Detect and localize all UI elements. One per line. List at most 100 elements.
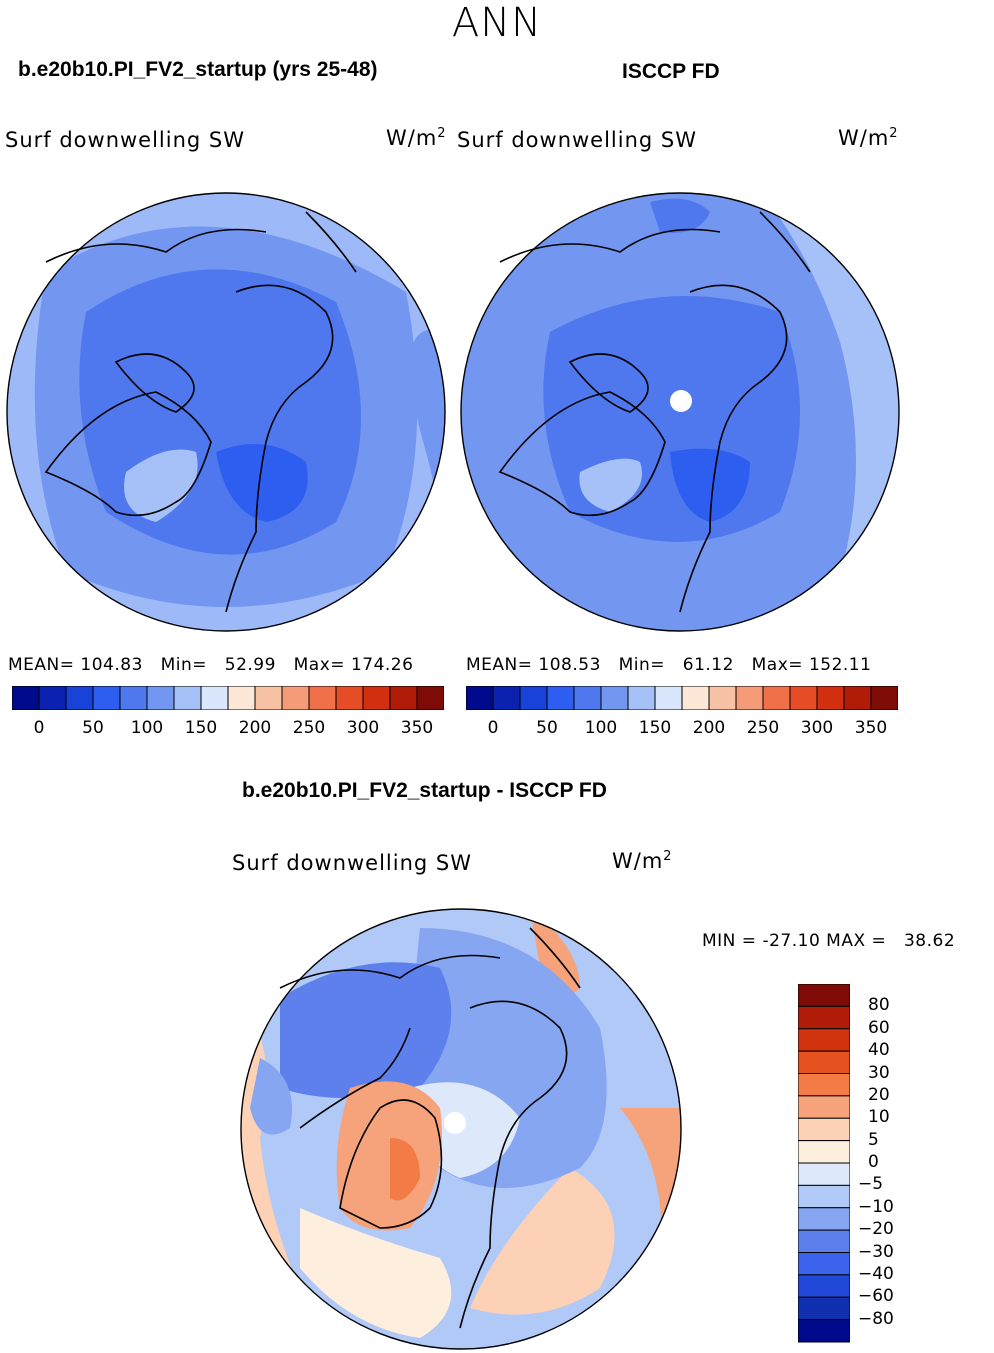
colorbar-swatch	[843, 686, 872, 710]
colorbar-tick-label: −20	[858, 1219, 894, 1240]
panel1-min: 52.99	[224, 655, 276, 675]
colorbar-swatch	[38, 686, 67, 710]
colorbar-swatch	[798, 1073, 850, 1097]
colorbar-tick-label: 0	[868, 1152, 879, 1172]
colorbar-swatch	[92, 686, 121, 710]
colorbar-model-ticks: 0 50 100 150 200 250 300 350	[12, 718, 444, 740]
panel1-mean-label: MEAN=	[8, 655, 75, 675]
colorbar-swatch	[600, 686, 629, 710]
panel2-max-label: Max=	[751, 655, 804, 675]
colorbar-swatch	[65, 686, 94, 710]
panel2-stats: MEAN= 108.53 Min= 61.12 Max= 152.11	[466, 655, 871, 675]
diff-min-label: MIN =	[702, 931, 757, 951]
colorbar-tick-label: 150	[184, 718, 218, 738]
panel1-stats: MEAN= 104.83 Min= 52.99 Max= 174.26	[8, 655, 413, 675]
colorbar-obs	[466, 686, 898, 710]
colorbar-tick-label: −60	[858, 1286, 894, 1307]
diff-max-label: MAX =	[826, 931, 887, 951]
colorbar-tick-label: 350	[400, 718, 434, 738]
colorbar-swatch	[362, 686, 391, 710]
colorbar-swatch	[466, 686, 494, 710]
colorbar-tick-label: −30	[858, 1241, 894, 1262]
colorbar-swatch	[789, 686, 818, 710]
diff-title: b.e20b10.PI_FV2_startup - ISCCP FD	[242, 779, 607, 802]
colorbar-swatch	[798, 1005, 850, 1030]
panel2-units: W/m2	[838, 126, 899, 150]
panel2-mean-label: MEAN=	[466, 655, 533, 675]
colorbar-swatch	[416, 686, 444, 710]
panel2-min-label: Min=	[618, 655, 666, 675]
colorbar-swatch	[627, 686, 656, 710]
colorbar-swatch	[798, 1229, 850, 1253]
colorbar-swatch	[573, 686, 602, 710]
colorbar-tick-label: 100	[584, 718, 618, 738]
colorbar-swatch	[798, 1028, 850, 1052]
panel1-max: 174.26	[350, 655, 414, 675]
panel2-case-title: ISCCP FD	[622, 60, 720, 83]
colorbar-tick-label: 100	[130, 718, 164, 738]
colorbar-tick-label: 0	[33, 718, 45, 738]
colorbar-tick-label: 50	[82, 718, 104, 738]
colorbar-tick-label: −5	[858, 1174, 884, 1195]
colorbar-swatch	[798, 1319, 850, 1343]
colorbar-obs-ticks: 0 50 100 150 200 250 300 350	[466, 718, 898, 740]
panel2-min: 61.12	[682, 655, 734, 675]
colorbar-swatch	[335, 686, 364, 710]
colorbar-tick-label: 60	[868, 1017, 890, 1038]
colorbar-model	[12, 686, 444, 710]
colorbar-swatch	[546, 686, 575, 710]
colorbar-swatch	[308, 686, 337, 710]
colorbar-swatch	[762, 686, 791, 710]
colorbar-tick-label: 350	[854, 718, 888, 738]
diff-units-base: W/m	[612, 849, 664, 873]
panel2-variable: Surf downwelling SW	[457, 128, 698, 152]
colorbar-swatch	[254, 686, 283, 710]
colorbar-tick-label: 200	[238, 718, 272, 738]
panel1-variable: Surf downwelling SW	[5, 128, 246, 152]
colorbar-tick-label: 20	[868, 1084, 890, 1105]
diff-units-exp: 2	[663, 849, 673, 864]
colorbar-tick-label: −10	[858, 1196, 894, 1217]
colorbar-swatch	[798, 984, 850, 1007]
colorbar-tick-label: 80	[868, 995, 890, 1016]
panel1-max-label: Max=	[293, 655, 346, 675]
colorbar-swatch	[492, 686, 521, 710]
colorbar-tick-label: 200	[692, 718, 726, 738]
colorbar-tick-label: 300	[346, 718, 380, 738]
colorbar-tick-label: 250	[292, 718, 326, 738]
colorbar-difference	[798, 984, 850, 1343]
season-title: ANN	[451, 0, 543, 46]
colorbar-swatch	[798, 1207, 850, 1231]
colorbar-swatch	[798, 1296, 850, 1321]
diff-max: 38.62	[903, 931, 956, 951]
colorbar-swatch	[708, 686, 737, 710]
colorbar-tick-label: 300	[800, 718, 834, 738]
panel2-mean: 108.53	[538, 655, 601, 675]
colorbar-difference-ticks: 80 60 40 30 20 10 5 0 −5 −10 −20 −30 −40 −60 −80	[858, 984, 918, 1344]
diff-variable: Surf downwelling SW	[232, 851, 473, 875]
colorbar-swatch	[12, 686, 40, 710]
colorbar-swatch	[798, 1050, 850, 1074]
colorbar-swatch	[798, 1117, 850, 1142]
colorbar-tick-label: 5	[868, 1129, 879, 1150]
colorbar-tick-label: −40	[858, 1263, 894, 1284]
colorbar-swatch	[798, 1252, 850, 1276]
colorbar-swatch	[798, 1184, 850, 1209]
colorbar-swatch	[227, 686, 256, 710]
colorbar-tick-label: 10	[868, 1107, 890, 1128]
colorbar-tick-label: 30	[868, 1062, 890, 1083]
panel2-units-base: W/m	[838, 126, 890, 150]
panel1-units-base: W/m	[386, 126, 438, 150]
map-model	[6, 192, 446, 632]
panel1-units: W/m2	[386, 126, 447, 150]
colorbar-tick-label: 150	[638, 718, 672, 738]
colorbar-swatch	[735, 686, 764, 710]
diff-minmax: MIN = -27.10 MAX = 38.62	[702, 931, 955, 951]
colorbar-swatch	[654, 686, 683, 710]
diff-min: -27.10	[762, 931, 821, 951]
colorbar-swatch	[281, 686, 310, 710]
diff-units: W/m2	[612, 849, 673, 873]
colorbar-swatch	[146, 686, 175, 710]
colorbar-swatch	[798, 1162, 850, 1186]
panel1-mean: 104.83	[80, 655, 143, 675]
